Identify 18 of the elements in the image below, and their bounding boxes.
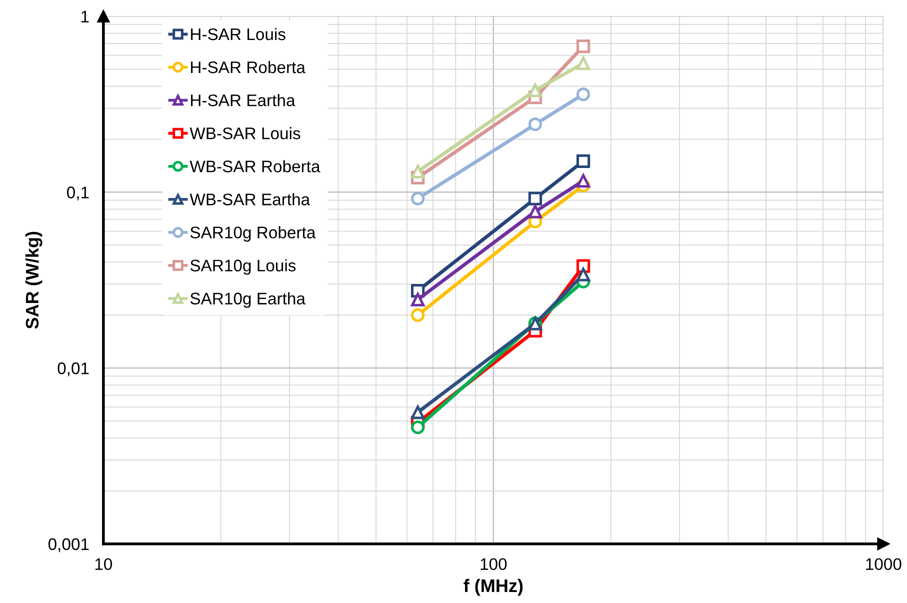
- legend-label: SAR10g Roberta: [190, 226, 316, 242]
- legend-label: H-SAR Louis: [191, 28, 286, 40]
- x-tick-label: 10: [95, 558, 112, 570]
- legend-label: WB-SAR Eartha: [190, 193, 310, 206]
- x-tick-label: 1000: [866, 558, 902, 570]
- y-tick-label: 0,1: [66, 186, 89, 200]
- legend-label: SAR10g Eartha: [190, 292, 306, 308]
- x-tick-label: 100: [480, 558, 507, 570]
- legend-label: WB-SAR Louis: [190, 127, 300, 140]
- y-tick-label: 0,01: [58, 362, 89, 376]
- legend-label: H-SAR Roberta: [191, 60, 306, 74]
- legend-label: WB-SAR Roberta: [190, 160, 320, 172]
- x-axis-title: f (MHz): [464, 578, 523, 596]
- y-tick-label: 0,001: [48, 538, 89, 552]
- legend-label: SAR10g Louis: [190, 259, 296, 275]
- y-axis-title: SAR (W/kg): [25, 232, 42, 329]
- y-tick-label: 1: [82, 10, 89, 22]
- legend-label: H-SAR Eartha: [191, 94, 296, 106]
